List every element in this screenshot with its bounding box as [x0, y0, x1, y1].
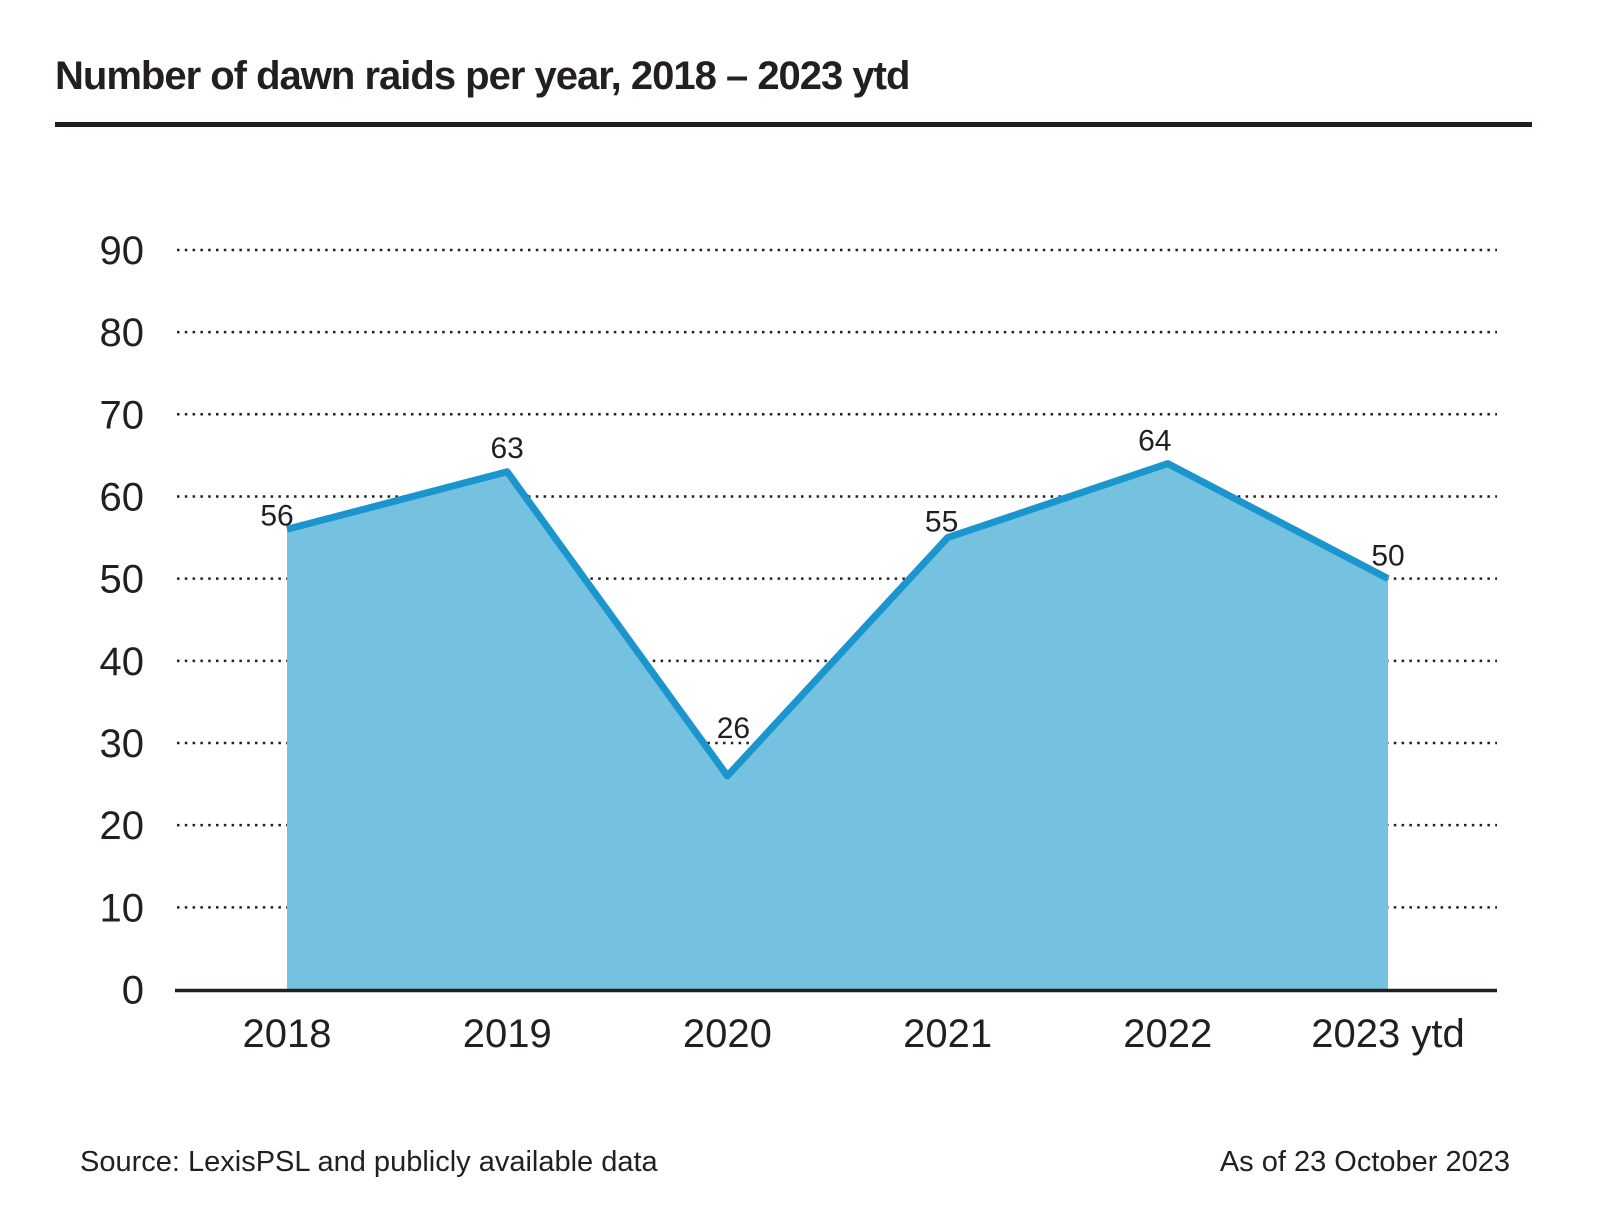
y-tick-label-50: 50 [100, 558, 145, 602]
x-tick-label-1: 2018 [243, 1012, 332, 1056]
y-tick-label-60: 60 [100, 475, 145, 519]
trend-line [286, 460, 1390, 780]
x-tick-label-4: 2021 [903, 1012, 992, 1056]
as-of-date: As of 23 October 2023 [1219, 1146, 1510, 1178]
x-tick-label-2: 2019 [463, 1012, 552, 1056]
x-tick-label-6: 2023 ytd [1311, 1012, 1464, 1056]
x-tick-label-3: 2020 [683, 1012, 772, 1056]
data-label-2018: 56 [260, 499, 293, 532]
y-tick-label-80: 80 [100, 311, 145, 355]
data-label-2020: 26 [717, 712, 750, 745]
y-tick-label-30: 30 [100, 722, 145, 766]
y-tick-label-40: 40 [100, 640, 145, 684]
area-fill [287, 463, 1388, 990]
y-tick-label-70: 70 [100, 393, 145, 437]
y-tick-label-20: 20 [100, 804, 145, 848]
data-label-2023 ytd: 50 [1371, 540, 1404, 573]
data-label-2021: 55 [925, 506, 958, 539]
data-label-2019: 63 [491, 432, 524, 465]
chart-title: Number of dawn raids per year, 2018 – 20… [55, 54, 910, 98]
data-label-2022: 64 [1138, 425, 1171, 458]
y-tick-label-90: 90 [100, 229, 145, 273]
source-note: Source: LexisPSL and publicly available … [80, 1146, 658, 1178]
y-tick-label-0: 0 [122, 969, 144, 1013]
x-tick-label-5: 2022 [1123, 1012, 1212, 1056]
title-rule [55, 122, 1532, 127]
y-tick-label-10: 10 [100, 886, 145, 930]
